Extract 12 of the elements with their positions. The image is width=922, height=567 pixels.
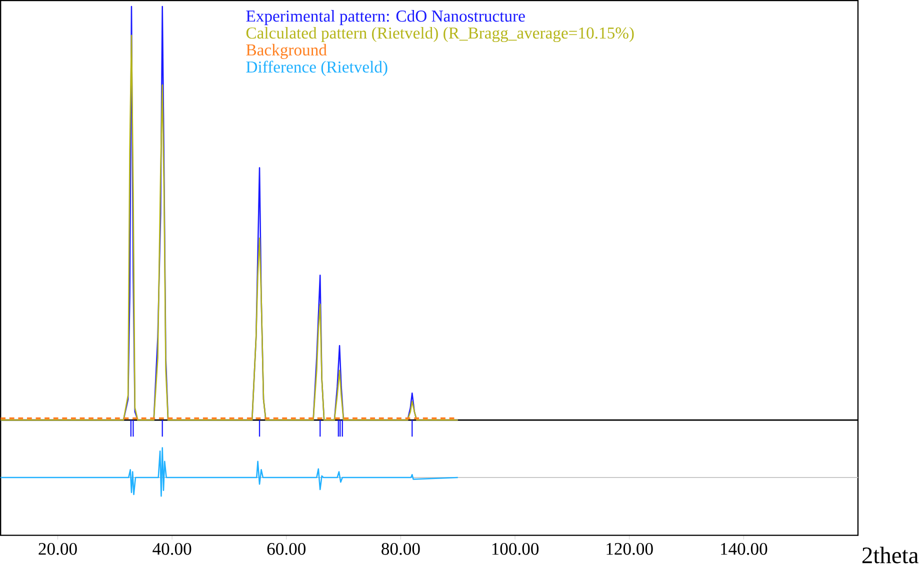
x-tick-label: 120.00 [606, 543, 653, 556]
x-tick-label: 100.00 [492, 543, 539, 556]
text: Background [246, 44, 327, 60]
x-axis-title: 2theta [862, 547, 918, 564]
x-tick-label: 60.00 [267, 543, 306, 556]
x-tick-label: 140.00 [721, 543, 768, 556]
x-tick-label: 20.00 [38, 543, 77, 556]
text: Experimental pattern: CdO Nanostructure [246, 10, 525, 26]
text: Difference (Rietveld) [246, 60, 388, 76]
text: Calculated pattern (Rietveld) (R_Bragg_average=10.15%) [246, 27, 634, 42]
x-tick-label: 40.00 [152, 543, 192, 556]
x-tick-label: 80.00 [382, 543, 420, 556]
